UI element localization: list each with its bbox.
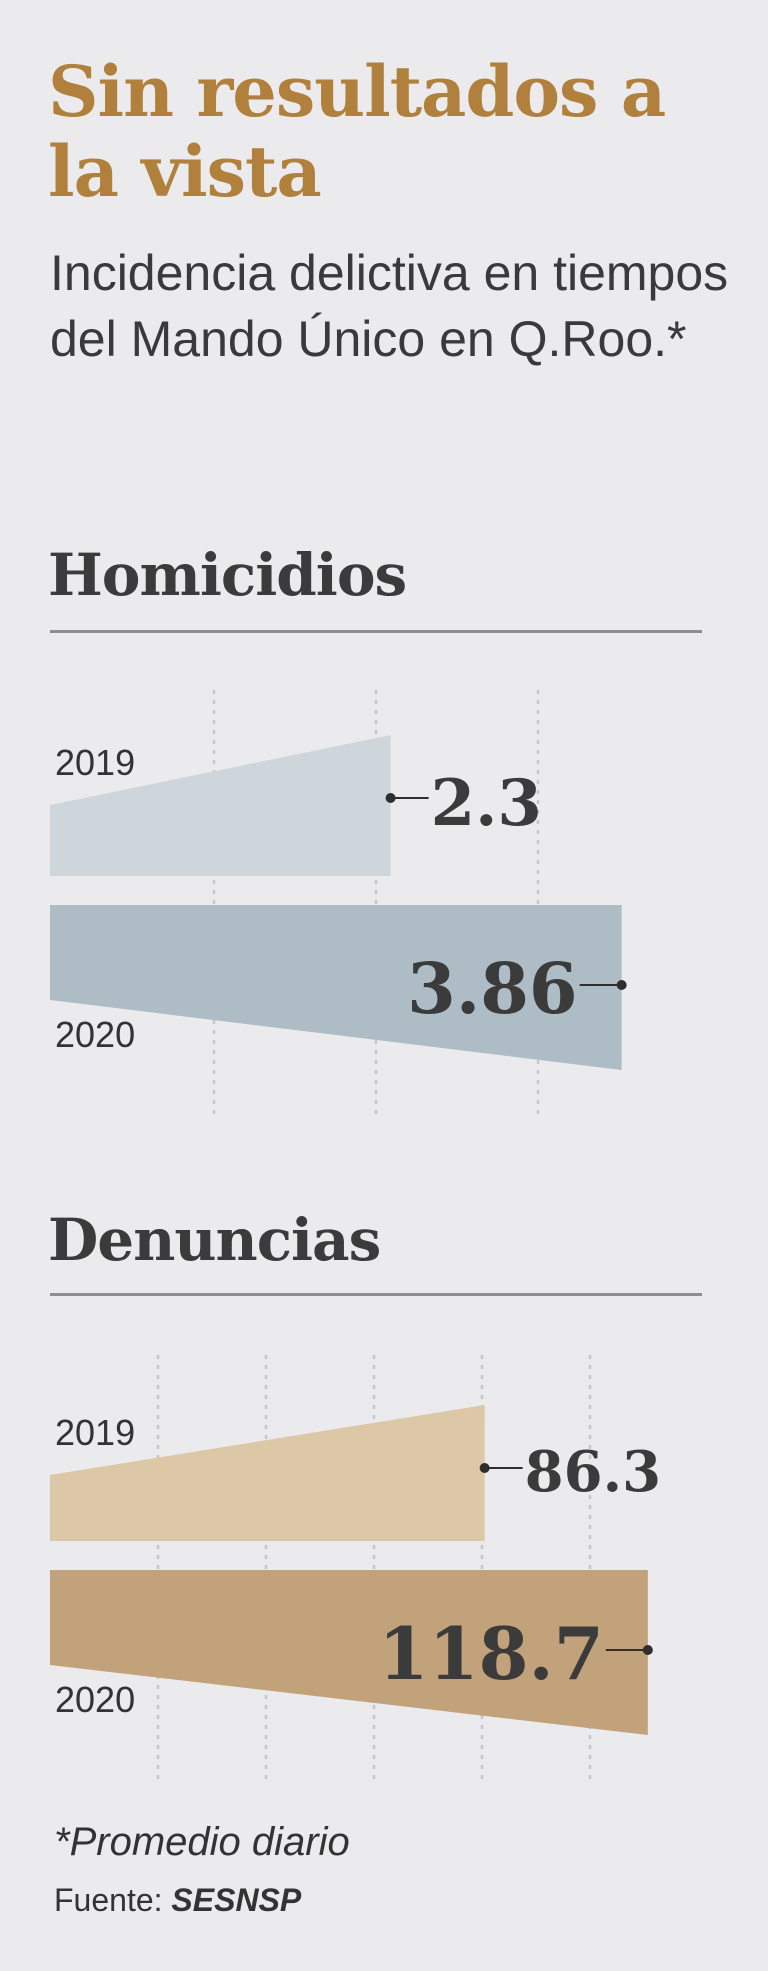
bar-2020 [50,905,622,1070]
section-divider-denuncias [50,1293,702,1296]
bar-2020 [50,1570,648,1735]
section-title-homicidios: Homicidios [48,541,407,609]
value-label: 2.3 [431,766,542,841]
year-label: 2020 [55,1679,135,1720]
denuncias-chart: 2019 2020 86.3 118.7 [50,1355,661,1785]
year-label: 2019 [55,1412,135,1453]
chart-title: Sin resultados a la vista [48,50,666,213]
section-title-denuncias: Denuncias [48,1206,381,1274]
source-name: SESNSP [171,1882,302,1918]
source-label: Fuente: [54,1882,163,1918]
year-label: 2020 [55,1014,135,1055]
homicidios-chart: 2019 2020 2.3 3.86 [50,690,627,1120]
value-label: 86.3 [525,1439,661,1505]
value-label: 118.7 [378,1611,603,1696]
value-label: 3.86 [407,947,578,1030]
section-divider-homicidios [50,630,702,633]
source-line: Fuente: SESNSP [54,1882,301,1919]
chart-subtitle: Incidencia delictiva en tiempos del Mand… [50,245,729,367]
footnote: *Promedio diario [54,1820,350,1864]
bar-2019 [50,735,391,876]
bar-2019 [50,1405,485,1541]
year-label: 2019 [55,742,135,783]
